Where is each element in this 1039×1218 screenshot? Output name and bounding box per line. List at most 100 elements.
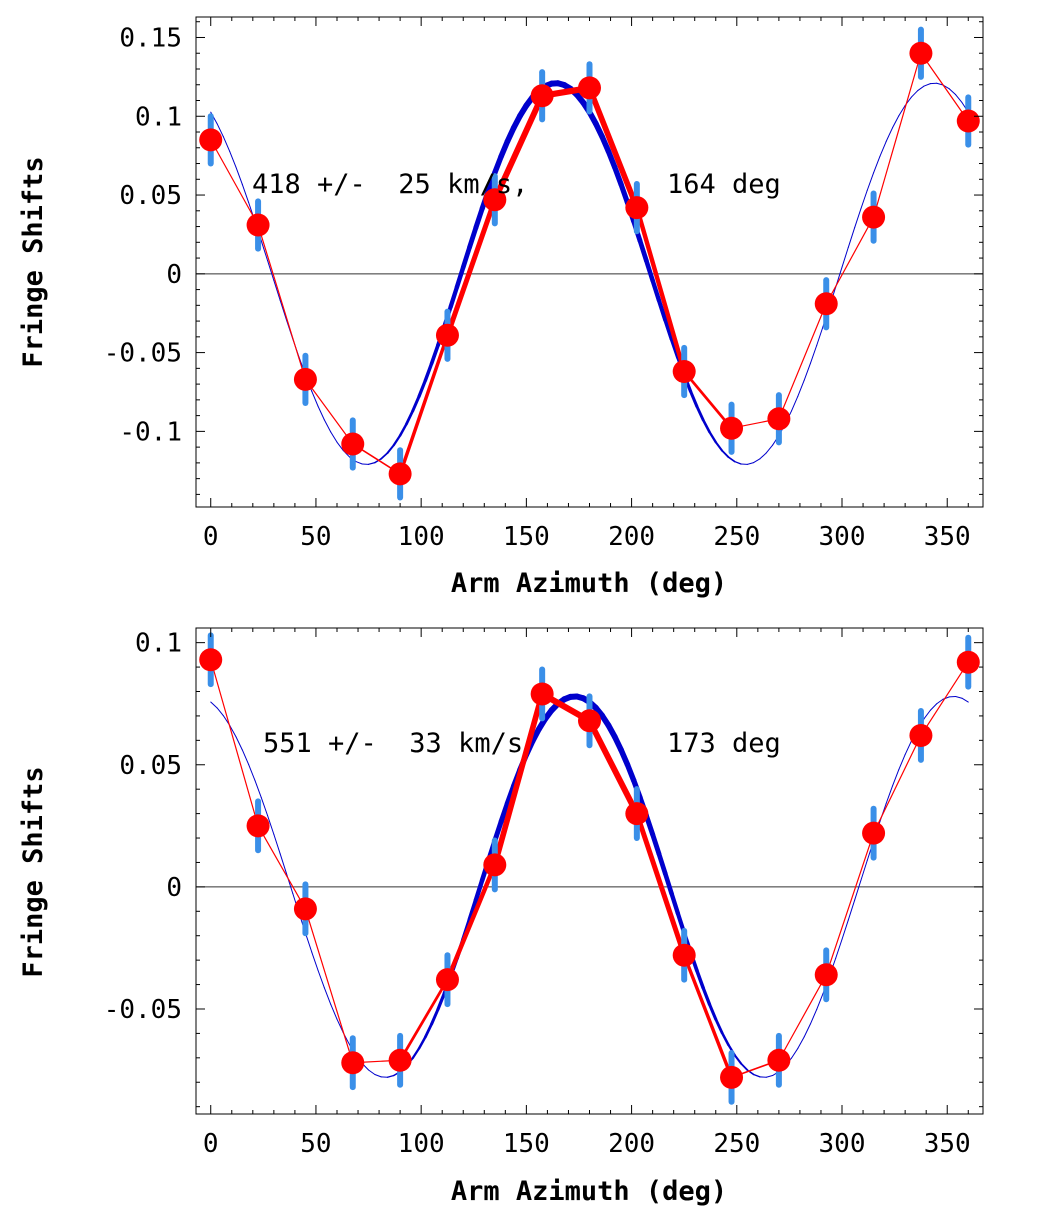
fit-curve-segment	[643, 812, 656, 837]
fit-curve-segment	[273, 279, 281, 301]
data-point	[293, 367, 317, 391]
fit-curve-segment	[279, 853, 287, 875]
x-tick-label: 300	[819, 1129, 866, 1159]
fit-curve-segment	[241, 183, 250, 203]
fit-curve-segment	[816, 325, 824, 346]
y-tick-label: 0	[166, 260, 182, 290]
fit-curve-segment	[714, 1017, 724, 1035]
fit-curve-segment	[809, 1008, 818, 1025]
data-point	[341, 432, 365, 456]
data-point	[862, 821, 886, 845]
measurement-segment	[257, 825, 307, 910]
fit-curve-segment	[267, 815, 275, 835]
error-bar-group	[207, 632, 972, 1105]
fit-curve-segment	[910, 90, 919, 98]
bottom-panel: 0.1 0.05 0 -0.05 0 50 100 150 200 250 300 350 551 …	[18, 627, 984, 1207]
fit-curve-segment	[707, 1002, 718, 1021]
fit-curve-segment	[765, 444, 774, 454]
annotation-speed: 551 +/- 33 km/s	[263, 728, 523, 759]
data-point	[814, 963, 838, 987]
fit-curve-segment	[417, 378, 427, 398]
x-tick-label: 250	[713, 1129, 760, 1159]
fit-curve-segment	[695, 404, 705, 422]
fit-curve-segment	[695, 968, 705, 990]
fit-curve-segment	[429, 343, 440, 366]
fit-curve-segment	[423, 1022, 434, 1039]
data-point	[625, 802, 649, 826]
fit-curve-segment	[936, 82, 944, 86]
y-axis-title: Fringe Shifts	[18, 156, 49, 367]
data-point	[530, 682, 554, 706]
fit-curve-segment	[791, 1047, 799, 1059]
fit-curve-segment	[727, 456, 736, 463]
fit-curve-segment	[624, 761, 637, 784]
error-bar-group	[207, 26, 972, 501]
fit-curve-segment	[714, 441, 724, 452]
data-point	[814, 292, 838, 316]
fit-curve-segment	[961, 697, 969, 703]
x-axis-title: Arm Azimuth (deg)	[451, 568, 727, 599]
fit-curve-segment	[892, 769, 900, 787]
fit-curve-segment	[885, 785, 894, 804]
y-tick-label: 0.05	[119, 181, 182, 211]
fit-curve-segment	[847, 899, 856, 921]
measurement-segment	[586, 717, 640, 817]
fit-curve-segment	[229, 724, 237, 738]
fit-curve-segment	[803, 1023, 811, 1038]
fit-curve-segment	[841, 919, 849, 940]
tick-mark-group	[196, 628, 983, 1114]
y-tick-label: -0.05	[104, 339, 182, 369]
fit-curve-segment	[733, 1054, 743, 1065]
fit-curve-segment	[669, 337, 680, 360]
measurement-segment	[257, 224, 307, 380]
fit-curve-segment	[955, 695, 963, 699]
fit-curve-segment	[355, 461, 363, 465]
measurement-segment	[398, 978, 449, 1062]
fit-curve-segment	[336, 441, 344, 452]
measurement-segment	[872, 734, 922, 834]
fit-curve-segment	[222, 136, 231, 152]
fit-curve-segment	[854, 879, 862, 901]
x-tick-label: 200	[608, 1129, 655, 1159]
x-tick-label: 350	[924, 1129, 971, 1159]
fit-curve-segment	[398, 422, 408, 437]
x-tick-label: 150	[503, 1129, 550, 1159]
data-point	[530, 84, 554, 108]
fit-curve-segment	[656, 851, 668, 876]
measurement-segment	[445, 862, 498, 982]
fit-curve-segment	[835, 938, 843, 959]
fit-curve-segment	[612, 164, 624, 187]
fit-curve-segment	[235, 166, 243, 185]
fit-curve-segment	[662, 871, 674, 896]
fit-curve-segment	[688, 389, 699, 408]
data-point	[672, 360, 696, 384]
fit-curve-segment	[323, 987, 332, 1005]
fit-curve-segment	[430, 1007, 440, 1026]
data-point	[199, 128, 223, 152]
fit-curve-segment	[411, 394, 421, 413]
y-tick-label: 0.1	[135, 629, 182, 659]
fit-curve-segment	[473, 877, 485, 903]
data-point-group	[199, 648, 980, 1089]
fit-curve-segment	[492, 819, 504, 844]
data-point	[435, 323, 459, 347]
data-point-group	[199, 41, 980, 486]
fit-curve-segment	[701, 418, 711, 434]
fit-curve-segment	[740, 1062, 749, 1071]
measurement-segment	[920, 52, 969, 122]
data-point	[909, 41, 933, 65]
data-point	[578, 709, 601, 733]
measurement-segment	[398, 333, 450, 476]
fit-curve-segment	[948, 88, 957, 96]
data-point	[246, 814, 270, 838]
measurement-segment	[825, 216, 875, 305]
fit-curve-segment	[923, 83, 931, 87]
fit-curve-segment	[854, 208, 862, 229]
annotation-speed: 418 +/- 25 km/s,	[252, 169, 528, 200]
x-tick-label: 250	[713, 522, 760, 552]
measurement-segment	[304, 378, 354, 445]
fit-curve-segment	[759, 452, 767, 460]
fit-curve-segment	[656, 298, 668, 323]
fit-curve-segment	[929, 703, 938, 711]
fit-curve-segment	[650, 278, 662, 303]
